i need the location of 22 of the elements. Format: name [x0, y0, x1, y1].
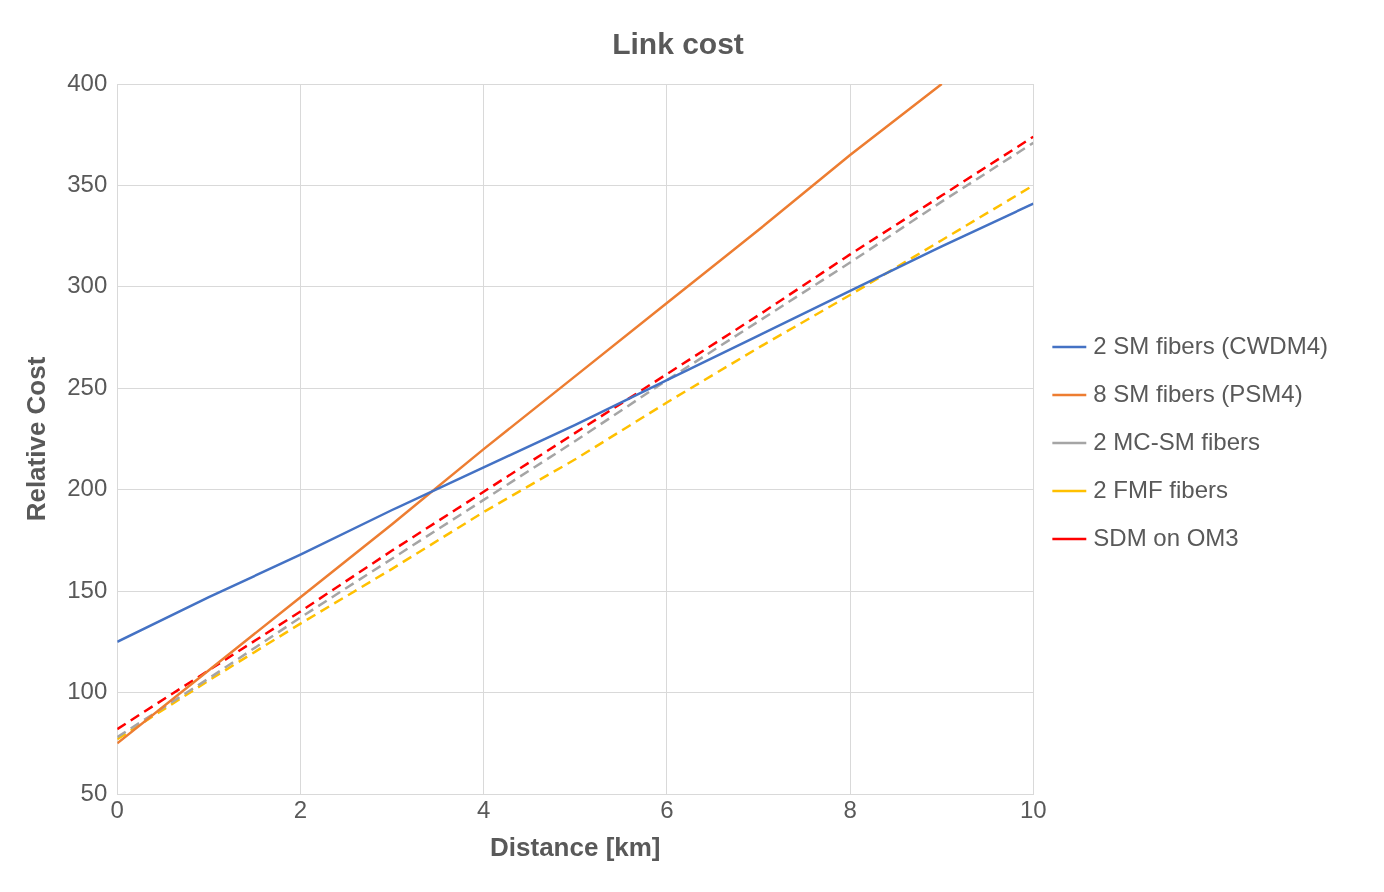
x-tick-label: 0: [110, 796, 124, 824]
y-tick-label: 250: [67, 372, 108, 400]
x-axis-title: Distance [km]: [490, 831, 661, 862]
legend-label: 8 SM fibers (PSM4): [1093, 379, 1303, 407]
legend-label: 2 SM fibers (CWDM4): [1093, 331, 1329, 359]
x-tick-label: 6: [660, 796, 674, 824]
y-tick-label: 100: [67, 677, 108, 705]
y-axis-title: Relative Cost: [20, 356, 51, 522]
y-tick-label: 50: [80, 778, 108, 806]
y-tick-label: 150: [67, 575, 108, 603]
legend-label: 2 MC-SM fibers: [1093, 427, 1261, 455]
chart-title: Link cost: [612, 27, 744, 61]
y-tick-label: 350: [67, 170, 108, 198]
x-tick-label: 2: [293, 796, 308, 824]
y-tick-label: 300: [67, 271, 108, 299]
x-tick-label: 8: [843, 796, 857, 824]
y-tick-label: 400: [67, 68, 108, 96]
x-tick-label: 4: [476, 796, 491, 824]
x-tick-label: 10: [1019, 796, 1047, 824]
legend-label: 2 FMF fibers: [1093, 475, 1229, 503]
y-tick-label: 200: [67, 474, 108, 502]
legend-label: SDM on OM3: [1093, 523, 1239, 551]
